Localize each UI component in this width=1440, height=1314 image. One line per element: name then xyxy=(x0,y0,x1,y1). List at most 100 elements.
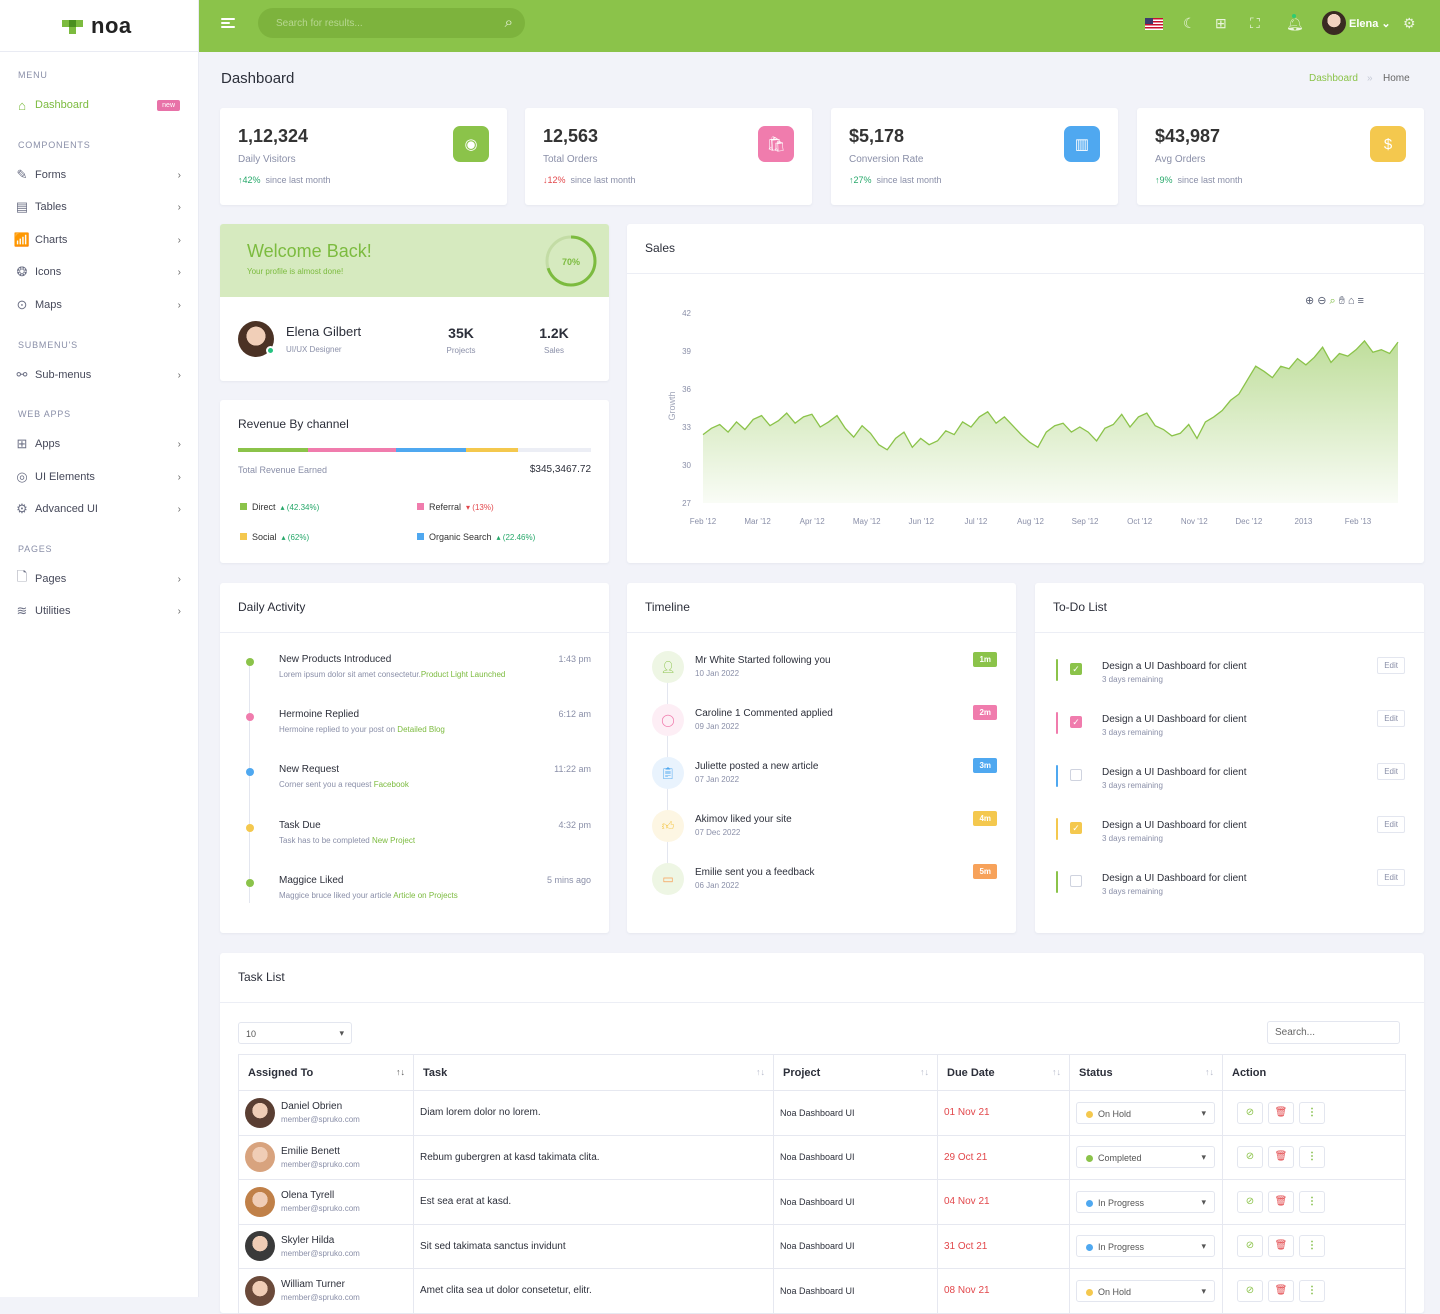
todo-color-bar xyxy=(1056,765,1058,787)
todo-subtitle: 3 days remaining xyxy=(1102,834,1163,843)
sidebar-item-apps[interactable]: ⊞ Apps › xyxy=(14,433,184,455)
search-input[interactable]: Search for results... ⌕ xyxy=(258,8,525,38)
menu-toggle-icon[interactable] xyxy=(221,18,235,30)
bell-icon[interactable]: 🔔︎ xyxy=(1286,15,1304,31)
more-button[interactable]: ⋮ xyxy=(1299,1279,1325,1302)
avatar[interactable] xyxy=(1322,11,1346,35)
clipboard-icon: 📋︎ xyxy=(652,757,684,789)
status-cell: On Hold xyxy=(1069,1268,1223,1314)
user-menu[interactable]: Elena ⌄ xyxy=(1349,17,1391,30)
timeline-date: 10 Jan 2022 xyxy=(695,669,740,678)
activity-title: Maggice Liked xyxy=(279,874,344,886)
delete-button[interactable]: 🗑︎ xyxy=(1268,1279,1294,1302)
delete-button[interactable]: 🗑︎ xyxy=(1268,1146,1294,1169)
fullscreen-icon[interactable]: ⛶ xyxy=(1250,15,1260,31)
sidebar-item-maps[interactable]: ⊙ Maps › xyxy=(14,294,184,316)
sidebar-item-forms[interactable]: ✎ Forms › xyxy=(14,164,184,186)
complete-button[interactable]: ⊘ xyxy=(1237,1279,1263,1302)
task-cell: Amet clita sea ut dolor consetetur, elit… xyxy=(413,1268,774,1314)
edit-button[interactable]: Edit xyxy=(1377,763,1405,780)
sort-icon[interactable]: ↑↓ xyxy=(396,1067,405,1077)
stat-label: Total Orders xyxy=(543,154,598,165)
edit-button[interactable]: Edit xyxy=(1377,869,1405,886)
assignee-email: member@spruko.com xyxy=(281,1204,360,1214)
sidebar-item-utilities[interactable]: ≋ Utilities › xyxy=(14,600,184,622)
activity-desc: Corner sent you a request Facebook xyxy=(279,780,409,789)
table-search-input[interactable]: Search... xyxy=(1267,1021,1400,1044)
edit-button[interactable]: Edit xyxy=(1377,710,1405,727)
trash-icon: 🗑︎ xyxy=(1274,1106,1288,1118)
todo-checkbox[interactable] xyxy=(1070,769,1082,781)
logo[interactable]: noa xyxy=(0,0,198,52)
column-due-date[interactable]: Due Date ↑↓ xyxy=(937,1054,1070,1091)
sidebar-item-tables[interactable]: ▤ Tables › xyxy=(14,196,184,218)
sort-icon[interactable]: ↑↓ xyxy=(1205,1067,1214,1077)
todo-checkbox[interactable] xyxy=(1070,875,1082,887)
sort-icon[interactable]: ↑↓ xyxy=(1052,1067,1061,1077)
sidebar-item-charts[interactable]: 📶 Charts › xyxy=(14,229,184,251)
more-button[interactable]: ⋮ xyxy=(1299,1235,1325,1258)
delete-button[interactable]: 🗑︎ xyxy=(1268,1235,1294,1258)
search-icon[interactable]: ⌕ xyxy=(504,14,513,31)
sort-icon[interactable]: ↑↓ xyxy=(756,1067,765,1077)
us-flag-icon[interactable] xyxy=(1145,18,1163,30)
complete-button[interactable]: ⊘ xyxy=(1237,1190,1263,1213)
sort-icon[interactable]: ↑↓ xyxy=(920,1067,929,1077)
activity-link[interactable]: Article on Projects xyxy=(393,890,458,900)
zoom-icon[interactable]: ⌕ xyxy=(1329,295,1339,307)
sidebar-item-label: Sub-menus xyxy=(35,369,92,381)
delete-button[interactable]: 🗑︎ xyxy=(1268,1101,1294,1124)
complete-button[interactable]: ⊘ xyxy=(1237,1146,1263,1169)
comment-icon: ◯ xyxy=(652,704,684,736)
complete-button[interactable]: ⊘ xyxy=(1237,1101,1263,1124)
revenue-bar-referral xyxy=(308,448,396,452)
sidebar-item-sub-menus[interactable]: ⚯ Sub-menus › xyxy=(14,364,184,386)
sidebar-item-icons[interactable]: ❂ Icons › xyxy=(14,261,184,283)
triangle-up-icon: ▴ xyxy=(496,533,501,542)
status-select[interactable]: On Hold xyxy=(1076,1279,1215,1302)
todo-checkbox[interactable]: ✓ xyxy=(1070,822,1082,834)
pan-icon[interactable]: ✋︎ xyxy=(1338,295,1348,307)
activity-link[interactable]: Detailed Blog xyxy=(397,725,445,735)
moon-icon[interactable]: ☾ xyxy=(1183,15,1196,31)
stat-change: ↑9% since last month xyxy=(1155,175,1243,185)
column-assigned-to[interactable]: Assigned To ↑↓ xyxy=(238,1054,414,1091)
sidebar-item-advanced-ui[interactable]: ⚙ Advanced UI › xyxy=(14,498,184,520)
more-button[interactable]: ⋮ xyxy=(1299,1190,1325,1213)
trash-icon: 🗑︎ xyxy=(1274,1240,1288,1252)
sidebar-item-ui-elements[interactable]: ◎ UI Elements › xyxy=(14,466,184,488)
chart-menu-icon[interactable]: ≡ xyxy=(1357,295,1367,307)
complete-button[interactable]: ⊘ xyxy=(1237,1235,1263,1258)
more-button[interactable]: ⋮ xyxy=(1299,1146,1325,1169)
activity-link[interactable]: Product Light Launched xyxy=(420,670,506,679)
status-select[interactable]: On Hold xyxy=(1076,1101,1215,1124)
status-select[interactable]: In Progress xyxy=(1076,1190,1215,1213)
activity-link[interactable]: New Project xyxy=(371,835,416,845)
zoom-in-icon[interactable]: ⊕ xyxy=(1305,295,1318,307)
arrow-down-icon: ↓ xyxy=(543,175,548,185)
trash-icon: 🗑︎ xyxy=(1274,1151,1288,1163)
breadcrumb-dashboard[interactable]: Dashboard xyxy=(1309,73,1358,84)
sidebar-item-pages[interactable]: 🗋 Pages › xyxy=(14,568,184,590)
apps-grid-icon[interactable]: ⊞ xyxy=(1215,15,1227,31)
sidebar-item-dashboard[interactable]: ⌂ Dashboard new xyxy=(14,94,184,116)
reset-home-icon[interactable]: ⌂ xyxy=(1347,295,1358,307)
column-project[interactable]: Project ↑↓ xyxy=(773,1054,938,1091)
settings-gear-icon[interactable]: ⚙ xyxy=(1403,15,1416,31)
delete-button[interactable]: 🗑︎ xyxy=(1268,1190,1294,1213)
zoom-out-icon[interactable]: ⊖ xyxy=(1317,295,1330,307)
column-status[interactable]: Status ↑↓ xyxy=(1069,1054,1223,1091)
todo-checkbox[interactable]: ✓ xyxy=(1070,716,1082,728)
status-select[interactable]: In Progress xyxy=(1076,1235,1215,1258)
column-task[interactable]: Task ↑↓ xyxy=(413,1054,774,1091)
edit-button[interactable]: Edit xyxy=(1377,657,1405,674)
stat-value: $5,178 xyxy=(849,126,905,146)
more-button[interactable]: ⋮ xyxy=(1299,1101,1325,1124)
page-size-select[interactable]: 10 ▾ xyxy=(238,1022,352,1044)
shopping-bag-icon: 🛍︎ xyxy=(758,126,794,162)
status-select[interactable]: Completed xyxy=(1076,1146,1215,1169)
activity-link[interactable]: Facebook xyxy=(373,780,409,790)
todo-checkbox[interactable]: ✓ xyxy=(1070,663,1082,675)
stat-value: 1,12,324 xyxy=(238,126,309,146)
edit-button[interactable]: Edit xyxy=(1377,816,1405,833)
